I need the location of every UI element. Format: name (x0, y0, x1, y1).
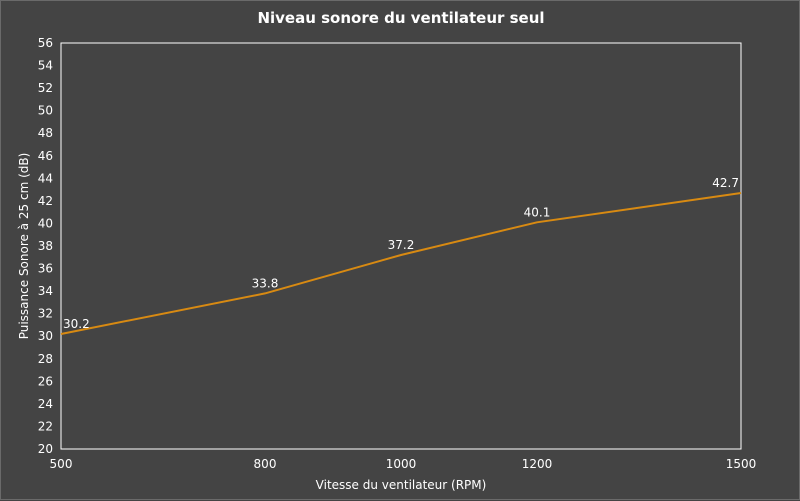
y-tick-label: 40 (38, 216, 53, 230)
y-tick-label: 44 (38, 171, 53, 185)
data-labels: 30.2 33.8 37.2 40.1 42.7 (63, 176, 739, 331)
chart-title: Niveau sonore du ventilateur seul (257, 9, 545, 27)
data-label: 30.2 (63, 317, 90, 331)
data-label: 40.1 (524, 205, 551, 219)
y-tick-label: 36 (38, 262, 53, 276)
x-tick-label: 800 (254, 457, 277, 471)
x-tick-label: 1500 (726, 457, 757, 471)
series-group (60, 192, 742, 335)
y-tick-label: 54 (38, 59, 53, 73)
y-tick-label: 28 (38, 352, 53, 366)
x-tick-label: 500 (50, 457, 73, 471)
y-axis-title: Puissance Sonore à 25 cm (dB) (17, 153, 31, 340)
y-tick-label: 46 (38, 149, 53, 163)
y-tick-label: 48 (38, 126, 53, 140)
x-axis-ticks: 500 800 1000 1200 1500 (50, 457, 757, 471)
y-tick-label: 32 (38, 307, 53, 321)
y-tick-label: 22 (38, 419, 53, 433)
y-tick-label: 26 (38, 374, 53, 388)
data-label: 33.8 (252, 276, 279, 290)
series-line (60, 192, 742, 335)
y-axis-ticks: 20 22 24 26 28 30 32 34 36 38 40 42 44 46 48 50 52 54 56 (38, 36, 53, 456)
data-label: 42.7 (712, 176, 739, 190)
y-tick-label: 38 (38, 239, 53, 253)
y-tick-label: 42 (38, 194, 53, 208)
x-tick-label: 1000 (386, 457, 417, 471)
x-axis-title: Vitesse du ventilateur (RPM) (316, 478, 487, 492)
y-tick-label: 50 (38, 104, 53, 118)
y-tick-label: 20 (38, 442, 53, 456)
y-tick-label: 30 (38, 329, 53, 343)
plot-area (60, 42, 742, 450)
data-label: 37.2 (388, 238, 415, 252)
y-tick-label: 52 (38, 81, 53, 95)
y-tick-label: 24 (38, 397, 53, 411)
x-tick-label: 1200 (522, 457, 553, 471)
y-tick-label: 34 (38, 284, 53, 298)
y-tick-label: 56 (38, 36, 53, 50)
